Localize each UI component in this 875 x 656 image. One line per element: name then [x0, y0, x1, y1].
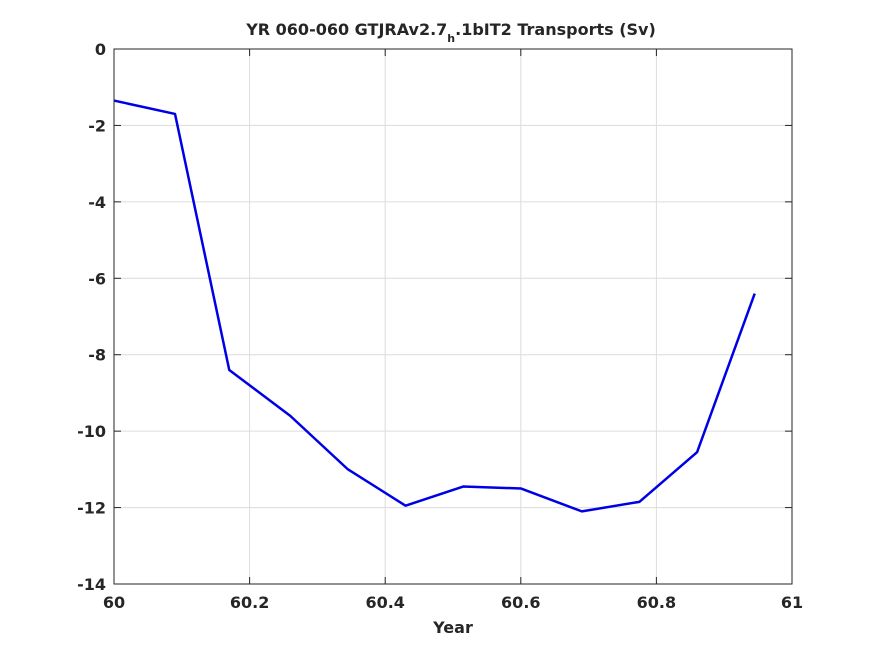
- tick-layer: [113, 48, 793, 585]
- grid-layer: [113, 48, 793, 585]
- series-line: [113, 99, 756, 513]
- x-tick-label: 60.2: [230, 593, 269, 612]
- y-tick-label: -6: [88, 269, 106, 288]
- x-tick-label: 60.4: [365, 593, 404, 612]
- series-layer: [113, 99, 756, 513]
- y-tick-label: -12: [77, 499, 106, 518]
- y-tick-label: -10: [77, 422, 106, 441]
- y-tick-label: -8: [88, 346, 106, 365]
- x-tick-label: 60.6: [501, 593, 540, 612]
- x-tick-labels: 60 60.2 60.4 60.6 60.8 61: [103, 593, 803, 612]
- chart-title-subscript: h: [447, 32, 455, 45]
- x-tick-label: 60: [103, 593, 125, 612]
- x-tick-label: 60.8: [637, 593, 676, 612]
- x-axis-label: Year: [432, 618, 473, 637]
- chart-title: YR 060-060 GTJRAv2.7h.1bIT2 Transports (…: [245, 20, 656, 45]
- y-tick-label: -4: [88, 193, 106, 212]
- chart-title-prefix: YR 060-060 GTJRAv2.7: [245, 20, 447, 39]
- y-tick-label: 0: [95, 40, 106, 59]
- plot-area-frame: [113, 48, 793, 585]
- y-tick-labels: 0 -2 -4 -6 -8 -10 -12 -14: [77, 40, 106, 594]
- y-tick-label: -2: [88, 116, 106, 135]
- chart-title-suffix: .1bIT2 Transports (Sv): [455, 20, 656, 39]
- y-tick-label: -14: [77, 575, 106, 594]
- x-tick-label: 61: [781, 593, 803, 612]
